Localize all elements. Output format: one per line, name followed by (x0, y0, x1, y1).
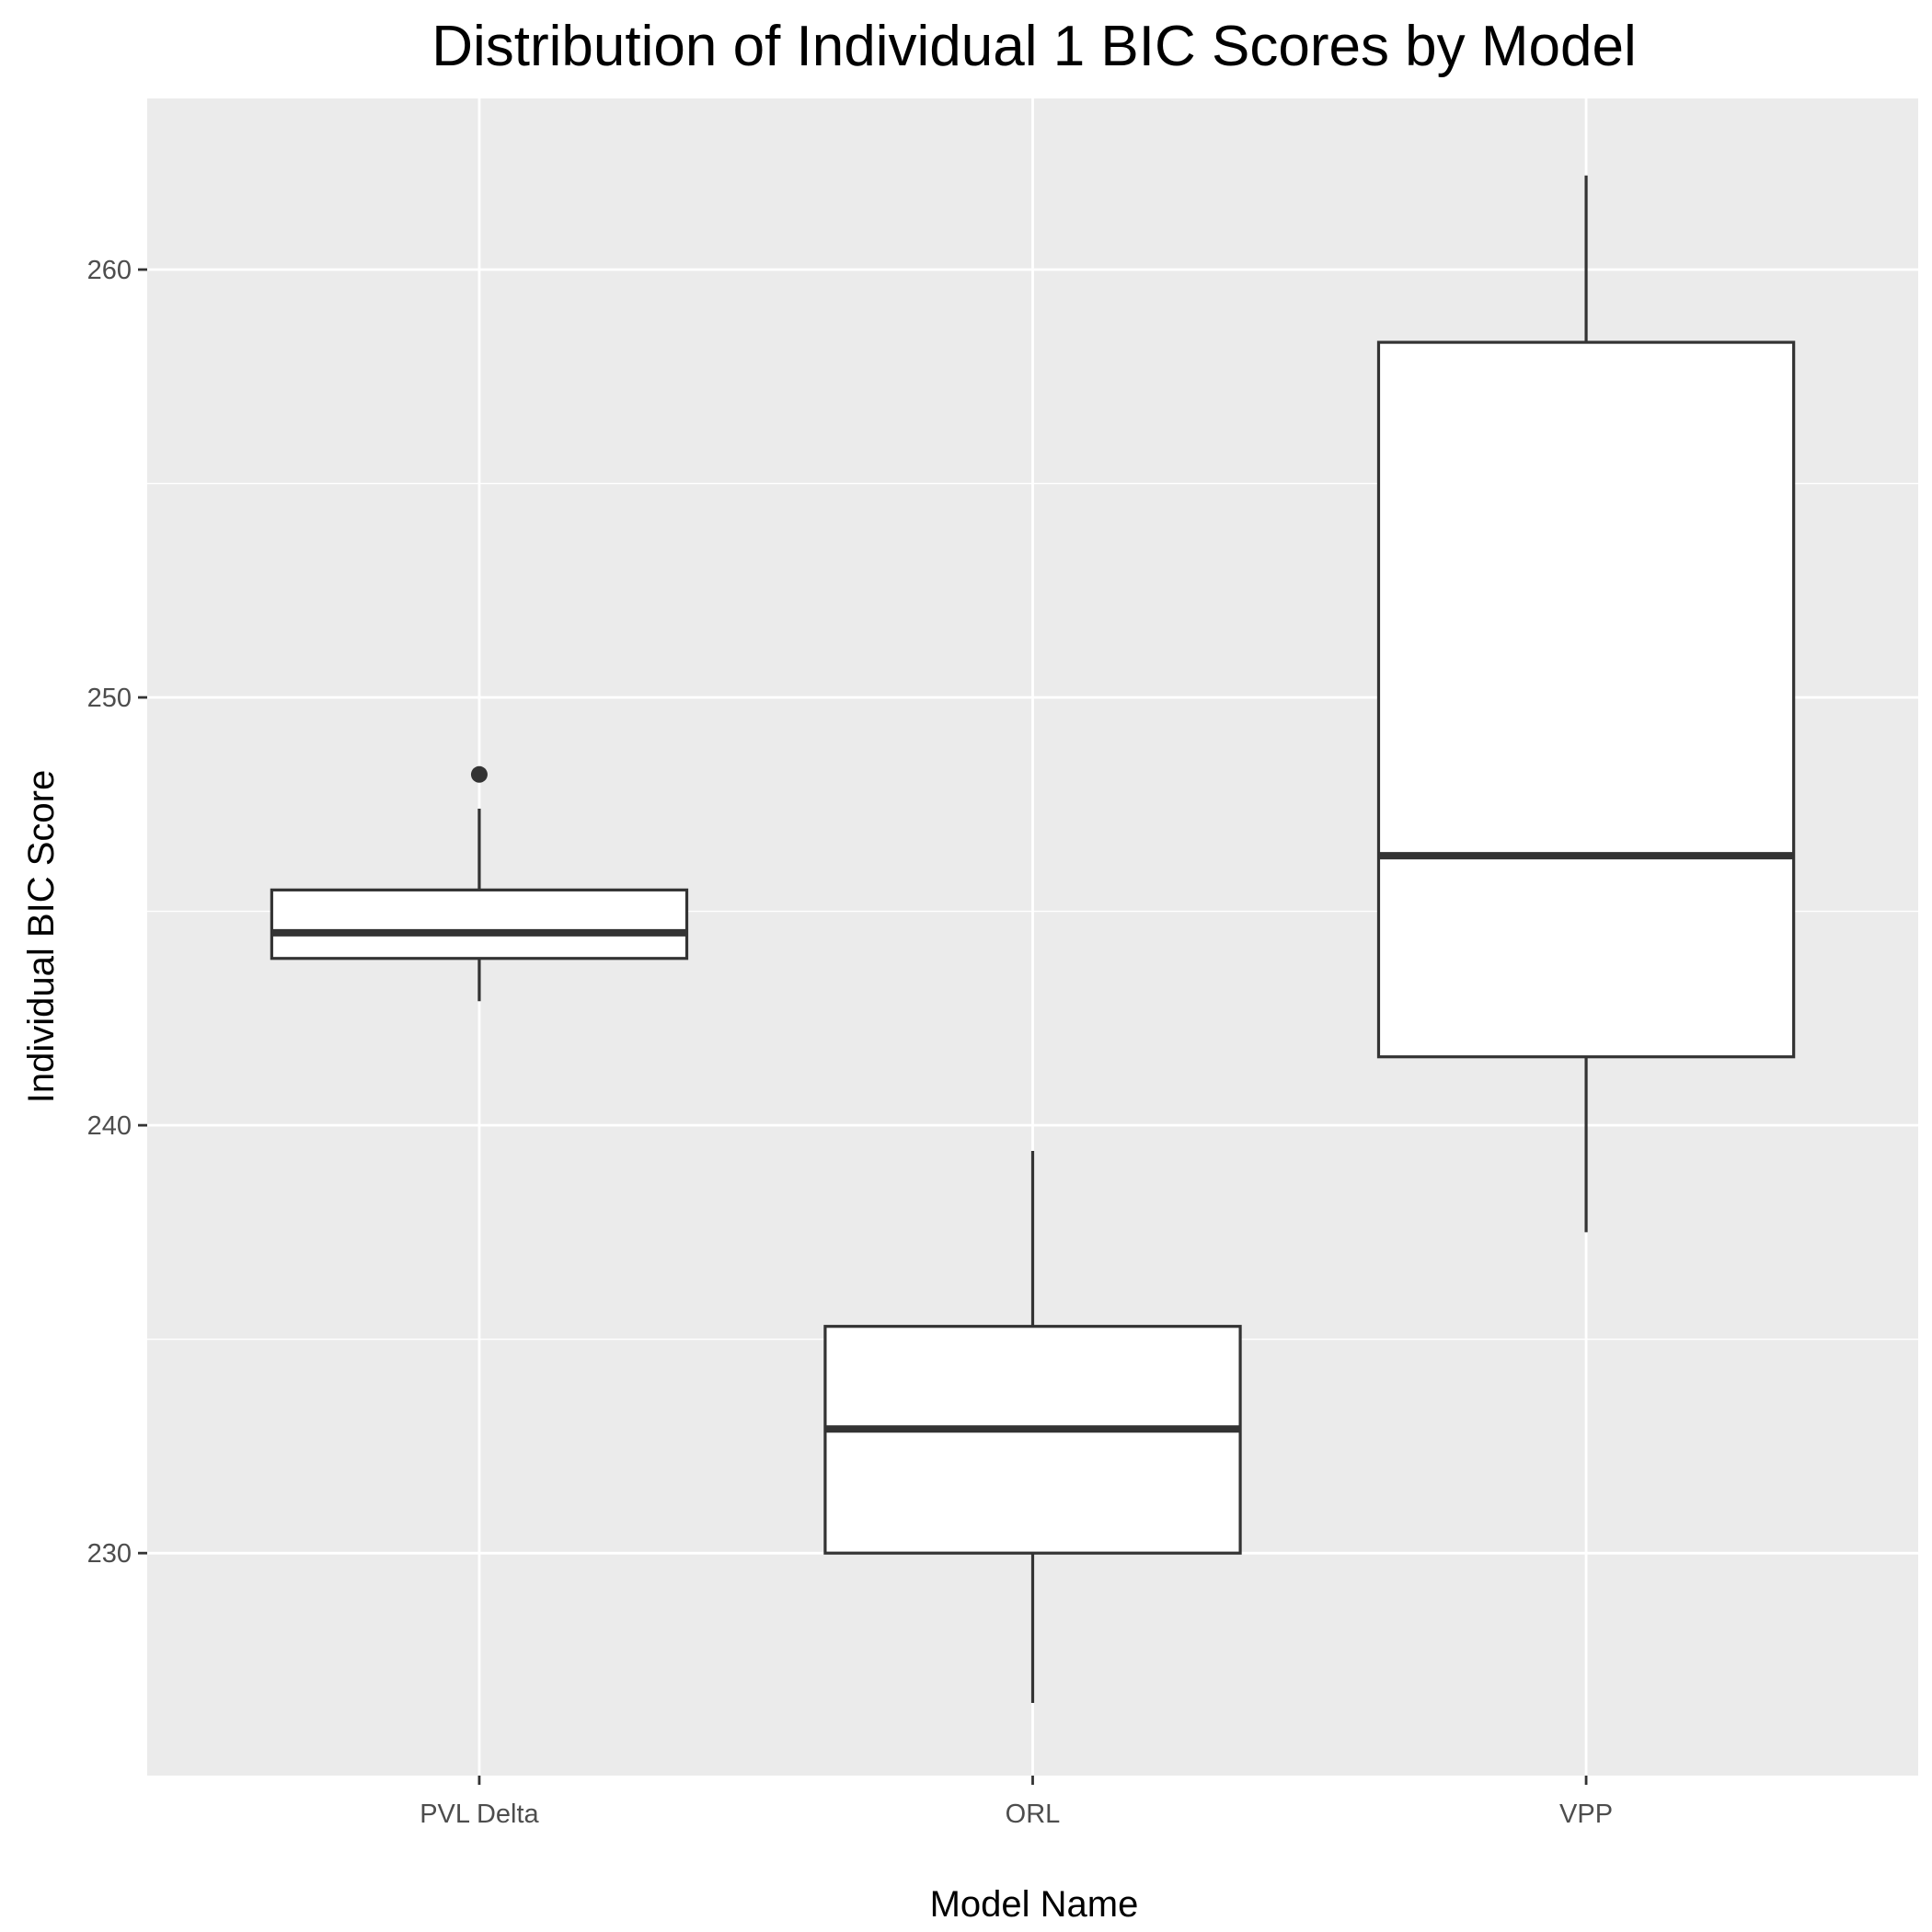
x-tick-label-1: ORL (1006, 1800, 1061, 1829)
box-0 (270, 765, 689, 1002)
outlier-point-0 (470, 765, 488, 783)
box-1 (823, 1151, 1242, 1703)
box-2 (1376, 175, 1796, 1233)
x-axis-title: Model Name (930, 1884, 1139, 1925)
y-tick-label-2: 250 (87, 684, 132, 713)
axes: 230 240 250 260 PVL Delta ORL VPP (87, 256, 1613, 1829)
box-body (823, 1325, 1242, 1555)
x-tick-label-0: PVL Delta (420, 1800, 539, 1829)
box-body (1376, 340, 1796, 1059)
y-tick-label-1: 240 (87, 1111, 132, 1141)
box-body (270, 888, 689, 960)
chart-title: Distribution of Individual 1 BIC Scores … (431, 15, 1637, 78)
y-tick-label-3: 260 (87, 256, 132, 285)
boxes (270, 175, 1796, 1703)
y-axis-title: Individual BIC Score (21, 770, 62, 1103)
x-tick-label-2: VPP (1559, 1800, 1613, 1829)
y-tick-label-0: 230 (87, 1539, 132, 1569)
